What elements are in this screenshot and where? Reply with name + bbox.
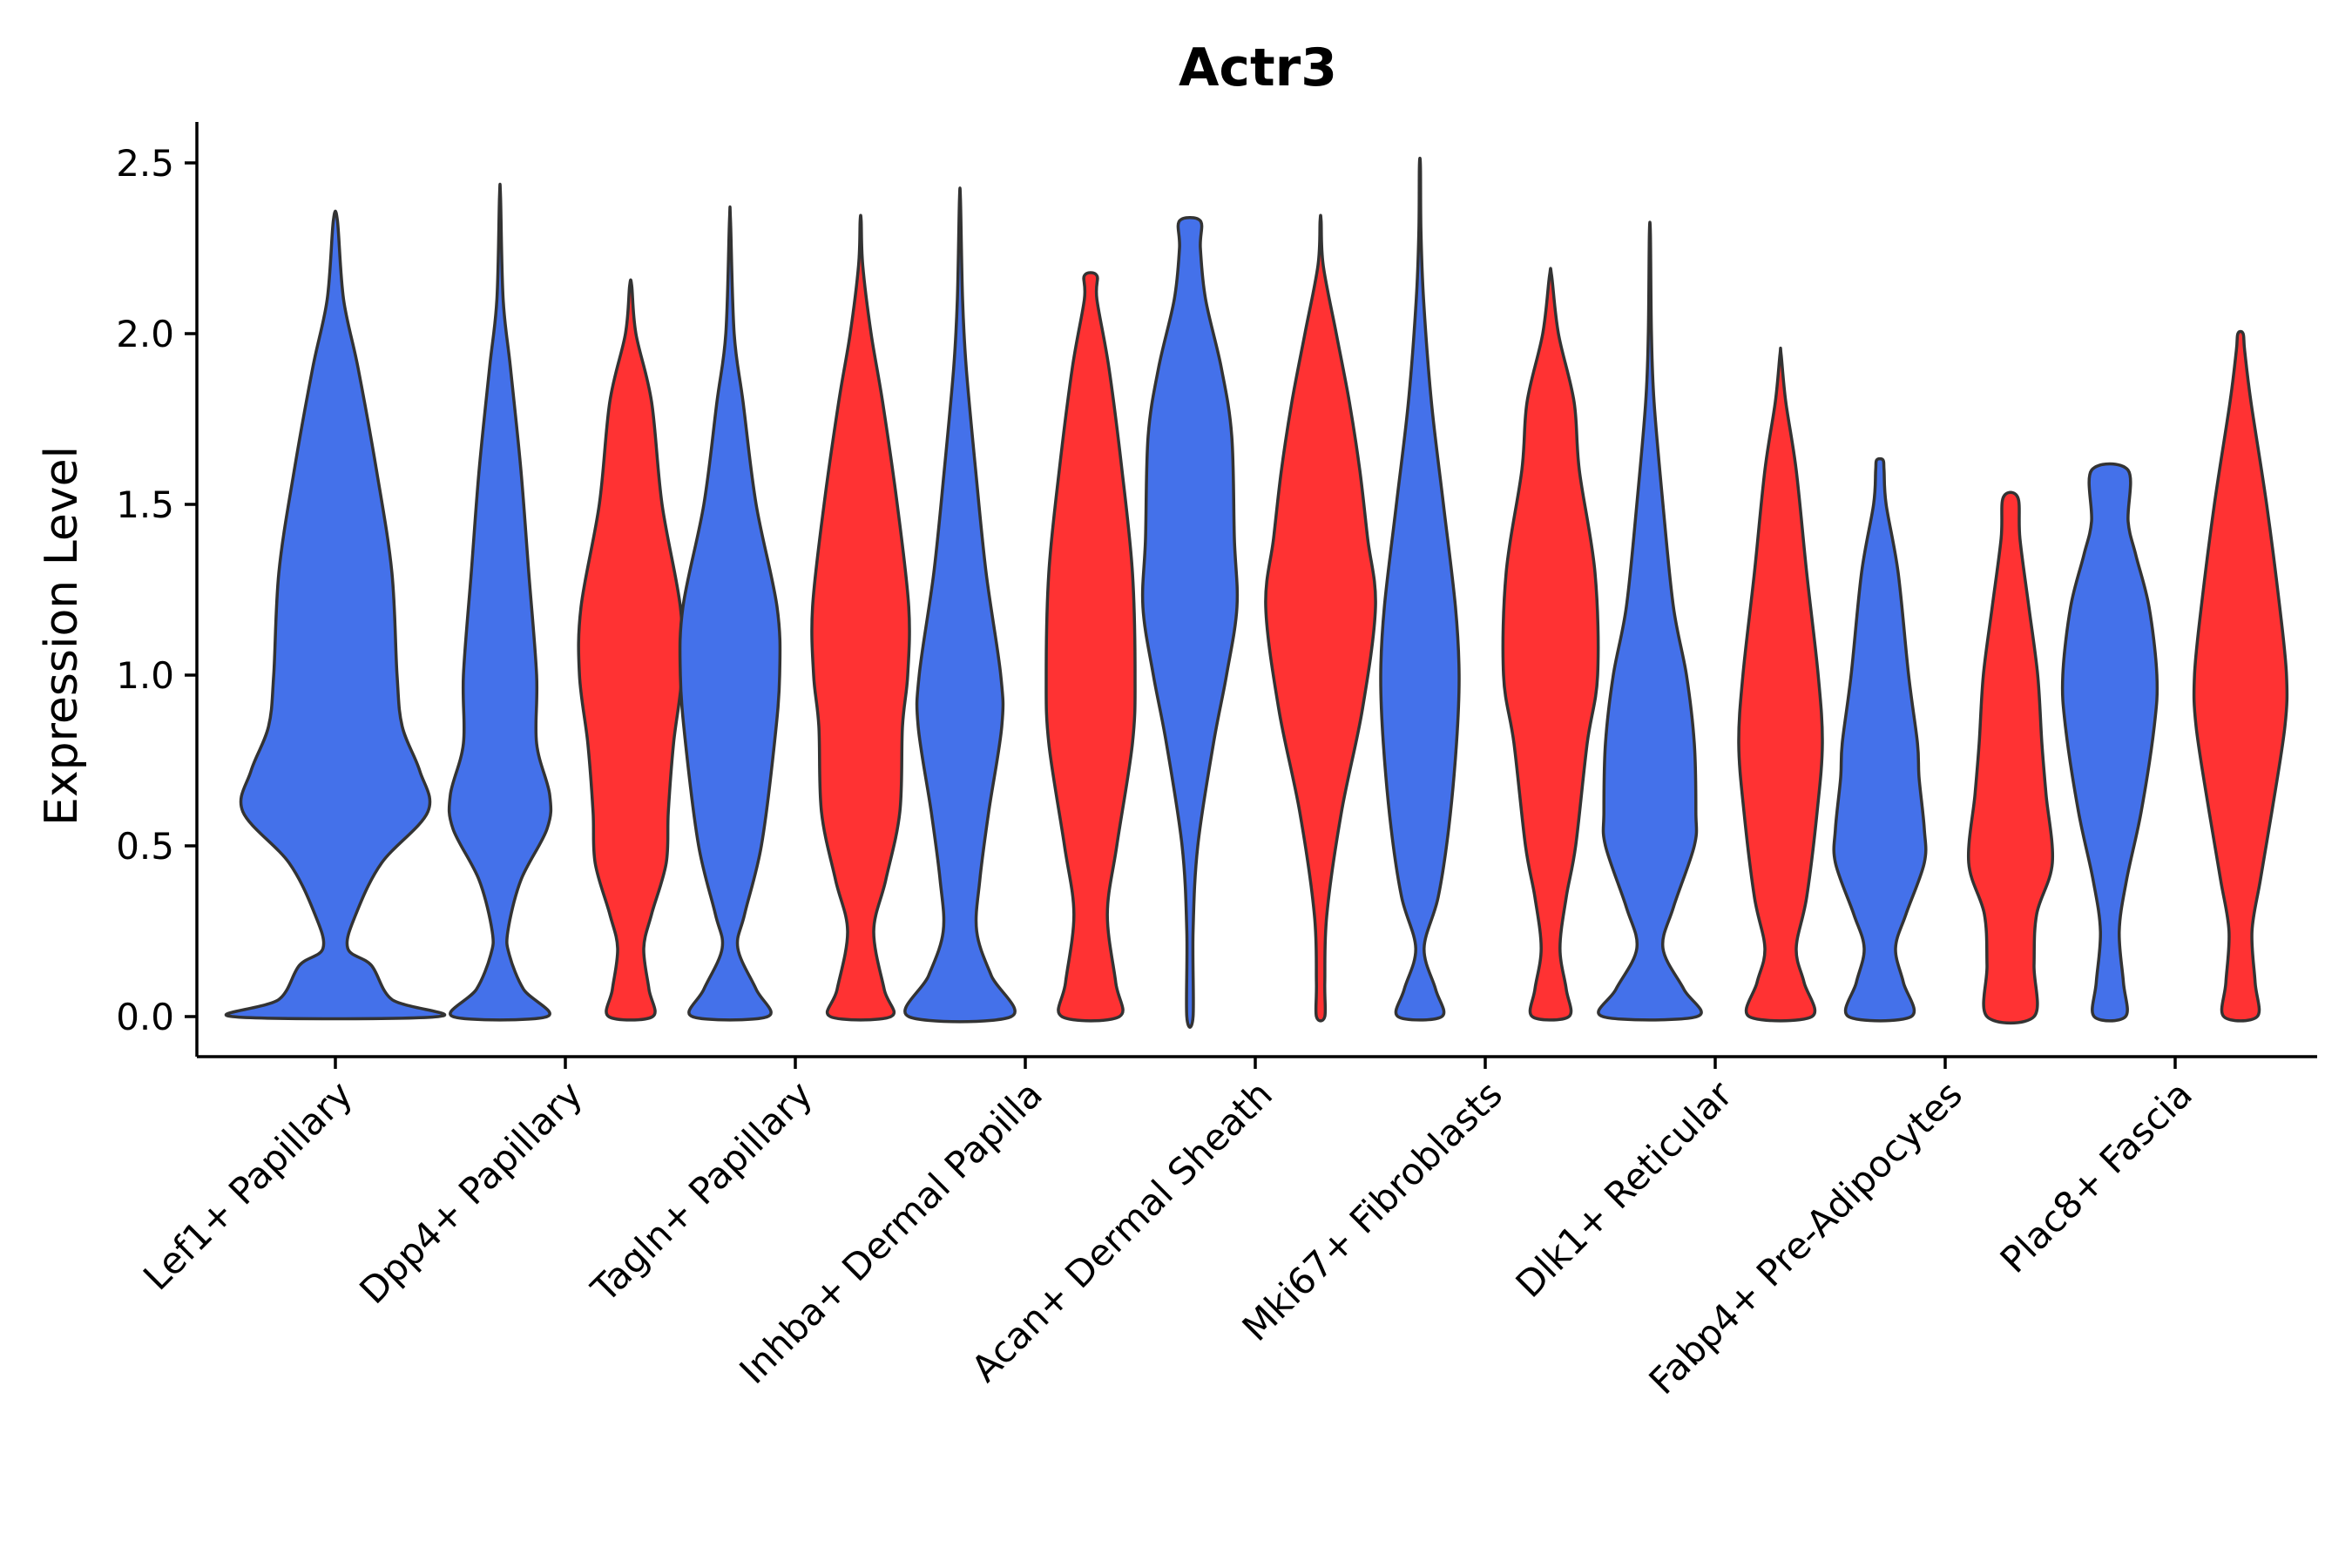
violin-mki67-fibroblasts-red (1501, 267, 1600, 1022)
violin-tagln-papillary-red (810, 213, 911, 1022)
x-tick-label-dpp4-papillary: Dpp4+ Papillary (351, 1072, 591, 1312)
violins-layer (224, 156, 2289, 1029)
violin-mki67-fibroblasts-blue (1379, 156, 1461, 1022)
x-tick-label-tagln-papillary: Tagln+ Papillary (583, 1072, 821, 1310)
y-tick-label: 2.5 (116, 142, 174, 185)
y-tick-label: 0.5 (116, 825, 174, 868)
violin-plac8-fascia-red (2192, 329, 2289, 1023)
violin-acan-dermal-sheath-blue (1140, 215, 1240, 1029)
x-tick-label-plac8-fascia: Plac8+ Fascia (1992, 1072, 2200, 1281)
violin-inhba-dermal-papilla-red (1044, 271, 1137, 1023)
x-tick-label-dlk1-reticular: Dlk1+ Reticular (1508, 1072, 1741, 1306)
violin-dpp4-papillary-red (577, 278, 685, 1022)
violin-dlk1-reticular-red (1737, 346, 1824, 1023)
y-tick-label: 1.5 (116, 483, 174, 526)
violin-fabp4-pre-adipocytes-red (1966, 490, 2055, 1025)
y-tick-label: 0.0 (116, 996, 174, 1038)
violin-lef1-papillary-blue (224, 209, 447, 1021)
violin-plac8-fascia-blue (2060, 462, 2159, 1023)
x-tick-label-mki67-fibroblasts: Mki67+ Fibroblasts (1234, 1072, 1511, 1348)
y-axis-label: Expression Level (36, 446, 88, 826)
violin-inhba-dermal-papilla-blue (903, 186, 1017, 1024)
violin-dlk1-reticular-blue (1597, 220, 1703, 1022)
violin-fabp4-pre-adipocytes-blue (1832, 456, 1928, 1023)
violin-tagln-papillary-blue (678, 205, 782, 1022)
chart-title: Actr3 (1179, 37, 1337, 98)
x-tick-label-lef1-papillary: Lef1+ Papillary (135, 1072, 361, 1298)
y-tick-label: 1.0 (116, 654, 174, 697)
violin-dpp4-papillary-blue (447, 182, 553, 1022)
y-tick-label: 2.0 (116, 313, 174, 355)
violin-acan-dermal-sheath-red (1264, 213, 1377, 1023)
